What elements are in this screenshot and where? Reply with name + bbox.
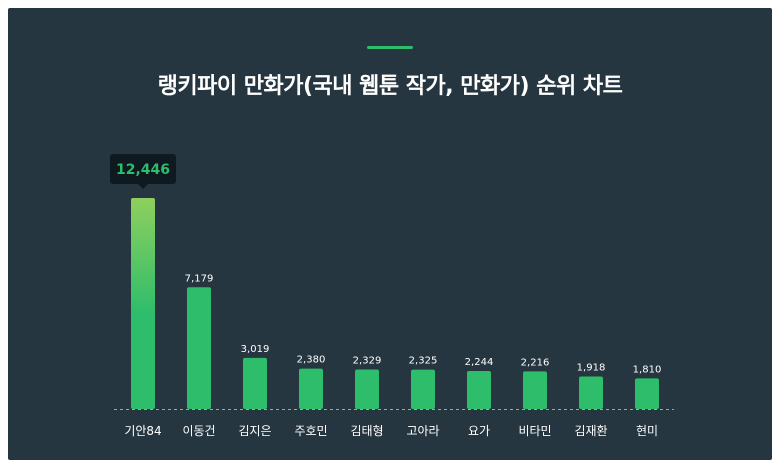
value-label-0: 12,446	[116, 162, 170, 178]
category-label-3: 주호민	[294, 424, 327, 438]
category-label-8: 김재환	[574, 424, 607, 438]
chart-panel: 랭키파이 만화가(국내 웹툰 작가, 만화가) 순위 차트 12,446 기안84…	[8, 8, 772, 460]
chart-title: 랭키파이 만화가(국내 웹툰 작가, 만화가) 순위 차트	[157, 74, 623, 99]
value-label-2: 3,019	[241, 344, 270, 355]
bar-chart: 12,446 기안84 7,179 이동건 3,019 김지은 2,380 주호민 2,329 김…	[110, 154, 674, 438]
bar-6	[467, 370, 491, 409]
category-label-9: 현미	[636, 424, 658, 438]
value-label-3: 2,380	[297, 355, 326, 366]
bar-3	[299, 368, 323, 409]
value-label-5: 2,325	[409, 356, 438, 367]
title-accent-line	[367, 46, 413, 49]
value-label-1: 7,179	[185, 273, 214, 284]
bar-5	[411, 369, 435, 409]
bar-2	[243, 357, 267, 409]
value-label-7: 2,216	[521, 357, 550, 368]
category-label-6: 요가	[468, 424, 490, 438]
value-label-8: 1,918	[577, 362, 606, 373]
value-label-4: 2,329	[353, 356, 382, 367]
bar-4	[355, 369, 379, 409]
value-label-9: 1,810	[633, 364, 662, 375]
category-label-2: 김지은	[238, 424, 271, 438]
bar-9	[635, 378, 659, 409]
bar-0	[131, 198, 155, 409]
bar-8	[579, 376, 603, 409]
bar-1	[187, 287, 211, 409]
category-label-0: 기안84	[124, 424, 161, 438]
category-label-7: 비타민	[518, 424, 551, 438]
category-label-5: 고아라	[406, 424, 439, 438]
bar-7	[523, 371, 547, 409]
category-label-1: 이동건	[182, 424, 215, 438]
category-label-4: 김태형	[350, 424, 383, 438]
value-label-6: 2,244	[465, 357, 494, 368]
value-tooltip-pointer	[138, 184, 148, 189]
value-tooltip-box	[110, 154, 176, 184]
